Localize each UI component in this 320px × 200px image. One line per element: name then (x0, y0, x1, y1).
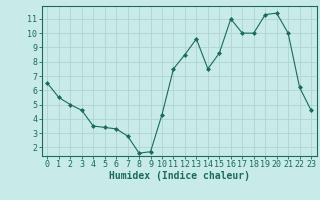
X-axis label: Humidex (Indice chaleur): Humidex (Indice chaleur) (109, 171, 250, 181)
